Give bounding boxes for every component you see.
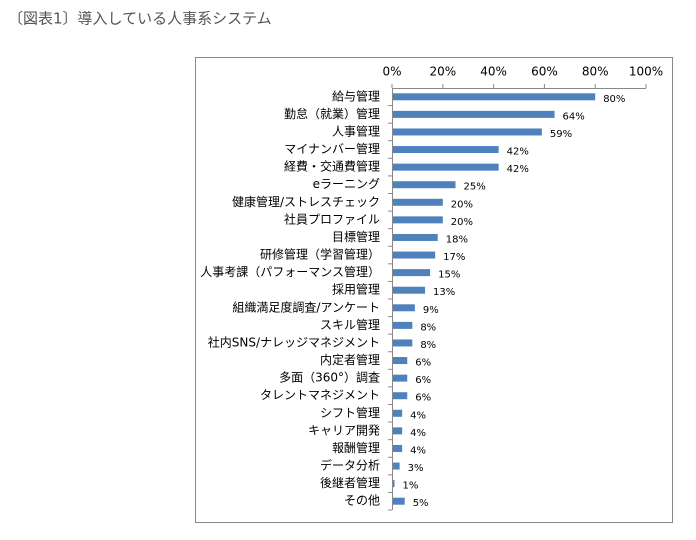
y-tick-label: 健康管理/ストレスチェック — [232, 194, 380, 209]
x-tick-label: 40% — [480, 65, 507, 79]
value-label: 4% — [410, 428, 426, 439]
value-label: 64% — [563, 111, 585, 122]
y-tick-label: マイナンバー管理 — [284, 141, 380, 156]
bar — [393, 146, 499, 154]
y-tick-label: 多面（360°）調査 — [279, 371, 380, 385]
y-tick-label: 報酬管理 — [332, 440, 380, 455]
bar — [393, 497, 405, 505]
x-tick-label: 60% — [531, 65, 558, 79]
bar — [393, 374, 408, 382]
value-label: 3% — [408, 463, 424, 474]
bar — [393, 462, 400, 470]
value-label: 25% — [464, 182, 486, 193]
y-tick-label: 研修管理（学習管理） — [260, 247, 380, 262]
chart-title: 〔図表1〕導入している人事系システム — [8, 10, 272, 28]
y-tick-label: 人事管理 — [332, 123, 380, 138]
value-label: 9% — [423, 305, 439, 316]
y-tick-label: 社内SNS/ナレッジマネジメント — [208, 334, 380, 349]
value-label: 15% — [438, 270, 460, 281]
chart-border — [195, 57, 673, 523]
bar — [393, 251, 436, 259]
y-tick-label: データ分析 — [320, 458, 380, 473]
bar — [393, 233, 438, 241]
value-label: 4% — [410, 445, 426, 456]
y-tick-label: 社員プロファイル — [284, 211, 380, 226]
bar — [393, 427, 403, 435]
bar — [393, 163, 499, 171]
x-tick-label: 20% — [429, 65, 456, 79]
bar — [393, 480, 395, 488]
value-label: 59% — [550, 129, 572, 140]
value-label: 4% — [410, 410, 426, 421]
value-label: 13% — [433, 287, 455, 298]
y-tick-label: 人事考課（パフォーマンス管理） — [200, 264, 380, 279]
value-label: 80% — [603, 94, 625, 105]
value-label: 6% — [415, 375, 431, 386]
y-tick-label: 勤怠（就業）管理 — [284, 106, 380, 121]
bar — [393, 286, 426, 294]
y-tick-label: スキル管理 — [320, 317, 380, 332]
value-label: 8% — [420, 340, 436, 351]
value-label: 42% — [507, 147, 529, 158]
bar — [393, 110, 555, 118]
value-label: 42% — [507, 164, 529, 175]
x-tick-label: 0% — [382, 65, 401, 79]
bar — [393, 198, 443, 206]
x-tick-label: 80% — [582, 65, 609, 79]
y-tick-label: 後継者管理 — [320, 475, 380, 490]
bar — [393, 339, 413, 347]
bar — [393, 409, 403, 417]
y-tick-label: 目標管理 — [332, 229, 380, 244]
value-label: 1% — [403, 481, 419, 492]
bar — [393, 93, 596, 101]
bar — [393, 392, 408, 400]
value-label: 8% — [420, 322, 436, 333]
bar — [393, 128, 542, 136]
value-label: 6% — [415, 358, 431, 369]
value-label: 17% — [443, 252, 465, 263]
bar — [393, 181, 456, 189]
bar — [393, 444, 403, 452]
bar — [393, 304, 415, 312]
bar — [393, 321, 413, 329]
value-label: 18% — [446, 234, 468, 245]
y-tick-label: その他 — [344, 494, 380, 508]
y-tick-label: 経費・交通費管理 — [284, 159, 380, 174]
y-tick-label: 内定者管理 — [320, 352, 380, 367]
y-tick-label: タレントマネジメント — [260, 388, 380, 402]
bar — [393, 216, 443, 224]
y-tick-label: eラーニング — [313, 177, 380, 191]
y-tick-label: キャリア開発 — [308, 423, 380, 437]
y-tick-label: 組織満足度調査/アンケート — [232, 299, 380, 314]
value-label: 6% — [415, 393, 431, 404]
value-label: 20% — [451, 217, 473, 228]
y-tick-label: 採用管理 — [332, 282, 380, 297]
value-label: 20% — [451, 199, 473, 210]
value-label: 5% — [413, 498, 429, 509]
y-tick-label: 給与管理 — [332, 88, 380, 103]
y-tick-label: シフト管理 — [320, 405, 380, 420]
bar — [393, 269, 431, 277]
bar — [393, 357, 408, 365]
x-tick-label: 100% — [629, 65, 663, 79]
